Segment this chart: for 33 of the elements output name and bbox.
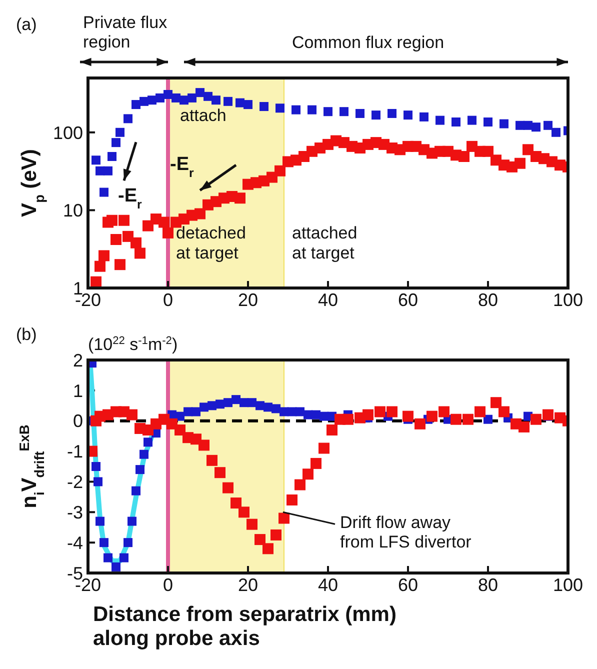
y-tick-label: 10 xyxy=(62,200,83,221)
x-tick-label: 80 xyxy=(478,290,498,310)
text: Private flux region xyxy=(83,13,168,52)
text: (a) xyxy=(16,15,37,34)
text: (b) xyxy=(16,325,37,344)
text: (10$^{22}$ s$^{-1}$m$^{-2}$) xyxy=(88,335,178,354)
annotation: attach xyxy=(180,106,226,126)
x-tick-label: 0 xyxy=(162,290,174,310)
x-tick-label: 60 xyxy=(398,574,418,595)
annotation: Drift flow away from LFS divertor xyxy=(340,513,472,552)
text: Common flux region xyxy=(292,33,444,52)
x-tick-label: 60 xyxy=(398,290,418,310)
x-tick-label: 100 xyxy=(552,574,584,595)
y-tick-label: 1 xyxy=(72,380,83,401)
annotation: -E$_{r}$ xyxy=(170,154,194,180)
x-axis-title: Distance from separatrix (mm) along probe axis xyxy=(93,603,396,650)
annotation: detached at target xyxy=(176,224,246,262)
x-tick-label: 80 xyxy=(478,574,498,595)
y-tick-label: -4 xyxy=(66,532,83,553)
annotation: -E$_{r}$ xyxy=(118,185,142,212)
y-tick-label: 0 xyxy=(72,411,83,432)
x-tick-label: 100 xyxy=(552,290,584,310)
x-tick-label: 40 xyxy=(318,574,338,595)
x-tick-label: 20 xyxy=(238,290,258,310)
annotation: attached at target xyxy=(292,224,358,262)
y-tick-label: 2 xyxy=(72,350,83,370)
y-tick-label: -3 xyxy=(66,502,83,523)
y-tick-label: -2 xyxy=(66,472,83,492)
x-tick-label: 40 xyxy=(318,290,338,310)
y-tick-label: 100 xyxy=(52,122,83,143)
y-tick-label: -1 xyxy=(66,442,83,462)
x-tick-label: 0 xyxy=(162,574,174,595)
x-tick-label: 20 xyxy=(238,574,258,595)
